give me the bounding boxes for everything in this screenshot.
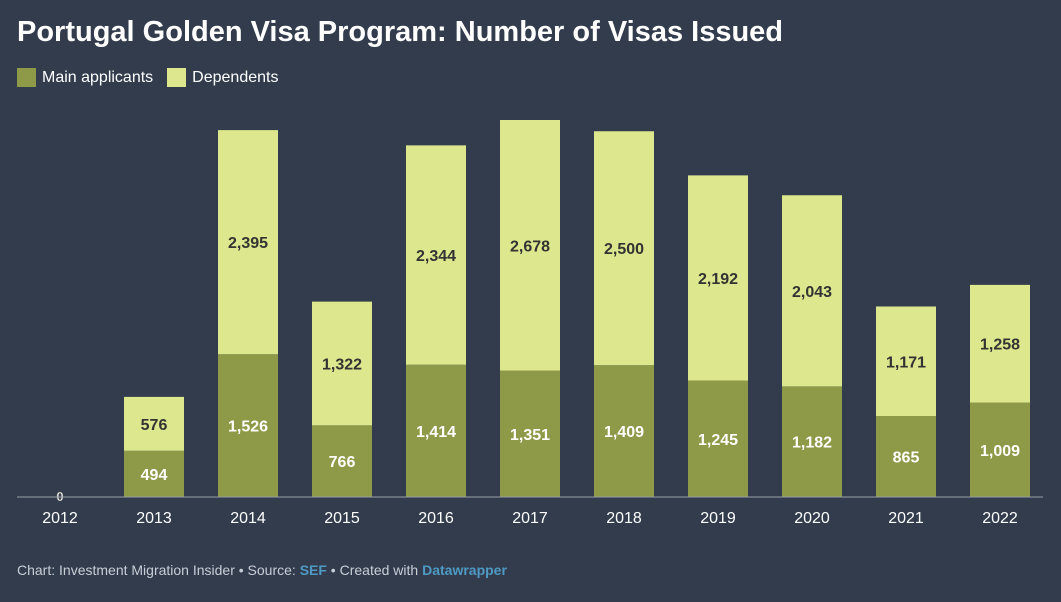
x-tick-label-2017: 2017 bbox=[512, 510, 548, 527]
bar-dependents-2017 bbox=[500, 120, 560, 371]
bar-main-2022 bbox=[970, 402, 1030, 497]
bar-dependents-2015 bbox=[312, 301, 372, 426]
bar-dependents-2019 bbox=[688, 175, 748, 381]
data-label-main-2015: 766 bbox=[329, 454, 356, 471]
legend-label-dependents: Dependents bbox=[192, 68, 279, 86]
source-link[interactable]: SEF bbox=[299, 562, 327, 578]
bar-main-2018 bbox=[594, 365, 654, 497]
x-tick-label-2013: 2013 bbox=[136, 510, 172, 527]
data-label-dependents-2016: 2,344 bbox=[416, 248, 456, 265]
legend-swatch-dependents bbox=[167, 68, 187, 87]
data-label-dependents-2020: 2,043 bbox=[792, 284, 832, 301]
datawrapper-link[interactable]: Datawrapper bbox=[422, 562, 507, 578]
bar-dependents-2013 bbox=[124, 396, 184, 451]
bar-dependents-2020 bbox=[782, 195, 842, 387]
data-label-main-2022: 1,009 bbox=[980, 443, 1020, 460]
data-label-dependents-2018: 2,500 bbox=[604, 241, 644, 258]
bar-main-2014 bbox=[218, 354, 278, 497]
data-label-main-2021: 865 bbox=[893, 450, 920, 467]
x-tick-label-2016: 2016 bbox=[418, 510, 454, 527]
footer: Chart: Investment Migration Insider • So… bbox=[17, 562, 507, 578]
bar-dependents-2021 bbox=[876, 306, 936, 417]
data-label-main-2013: 494 bbox=[141, 467, 168, 484]
data-label-dependents-2022: 1,258 bbox=[980, 337, 1020, 354]
data-label-dependents-2013: 576 bbox=[141, 417, 168, 434]
bar-dependents-2022 bbox=[970, 284, 1030, 403]
data-label-dependents-2015: 1,322 bbox=[322, 356, 362, 373]
chart-title: Portugal Golden Visa Program: Number of … bbox=[17, 16, 784, 48]
bar-dependents-2018 bbox=[594, 131, 654, 366]
bar-main-2019 bbox=[688, 380, 748, 497]
data-label-main-2020: 1,182 bbox=[792, 435, 832, 452]
x-tick-label-2014: 2014 bbox=[230, 510, 266, 527]
x-tick-label-2021: 2021 bbox=[888, 510, 924, 527]
data-label-main-2017: 1,351 bbox=[510, 427, 550, 444]
bar-main-2020 bbox=[782, 386, 842, 497]
bar-dependents-2016 bbox=[406, 145, 466, 365]
data-label-dependents-2014: 2,395 bbox=[228, 235, 268, 252]
bar-main-2016 bbox=[406, 364, 466, 497]
legend-item-dependents: Dependents bbox=[167, 68, 278, 87]
x-tick-label-2012: 2012 bbox=[42, 510, 78, 527]
x-tick-label-2022: 2022 bbox=[982, 510, 1018, 527]
x-tick-label-2020: 2020 bbox=[794, 510, 830, 527]
data-label-main-2019: 1,245 bbox=[698, 432, 738, 449]
bar-main-2015 bbox=[312, 425, 372, 497]
x-tick-label-2015: 2015 bbox=[324, 510, 360, 527]
x-tick-label-2019: 2019 bbox=[700, 510, 736, 527]
data-label-dependents-2021: 1,171 bbox=[886, 354, 926, 371]
legend-item-main: Main applicants bbox=[17, 68, 153, 87]
bar-main-2017 bbox=[500, 370, 560, 497]
bar-main-2013 bbox=[124, 450, 184, 497]
data-label-main-2016: 1,414 bbox=[416, 424, 456, 441]
legend-swatch-main bbox=[17, 68, 36, 87]
data-label-dependents-2019: 2,192 bbox=[698, 271, 738, 288]
legend: Main applicants Dependents bbox=[17, 68, 278, 87]
bar-dependents-2014 bbox=[218, 130, 278, 355]
data-label-dependents-2017: 2,678 bbox=[510, 238, 550, 255]
footer-mid: • Created with bbox=[326, 562, 423, 578]
data-label-main-2014: 1,526 bbox=[228, 419, 268, 436]
legend-label-main: Main applicants bbox=[42, 68, 154, 86]
bar-main-2021 bbox=[876, 416, 936, 497]
data-label-main-2018: 1,409 bbox=[604, 424, 644, 441]
footer-credit: Chart: Investment Migration Insider • So… bbox=[17, 562, 300, 578]
x-tick-label-2018: 2018 bbox=[606, 510, 642, 527]
